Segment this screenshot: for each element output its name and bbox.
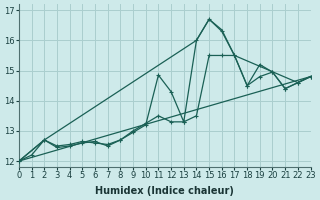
X-axis label: Humidex (Indice chaleur): Humidex (Indice chaleur) xyxy=(95,186,234,196)
